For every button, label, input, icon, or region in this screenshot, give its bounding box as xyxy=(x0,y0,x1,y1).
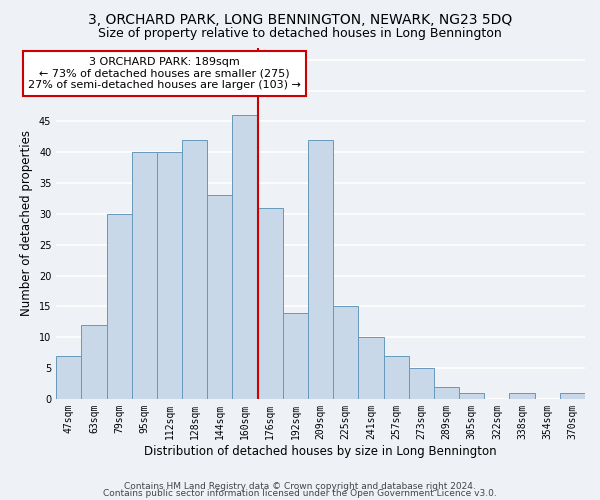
Bar xyxy=(257,208,283,399)
Bar xyxy=(283,312,308,399)
Bar xyxy=(208,196,232,399)
X-axis label: Distribution of detached houses by size in Long Bennington: Distribution of detached houses by size … xyxy=(144,444,497,458)
Bar xyxy=(459,392,484,399)
Bar xyxy=(560,392,585,399)
Bar xyxy=(56,356,82,399)
Bar xyxy=(182,140,208,399)
Bar xyxy=(333,306,358,399)
Bar xyxy=(358,337,383,399)
Bar xyxy=(434,386,459,399)
Bar xyxy=(509,392,535,399)
Text: Size of property relative to detached houses in Long Bennington: Size of property relative to detached ho… xyxy=(98,28,502,40)
Bar xyxy=(132,152,157,399)
Bar xyxy=(308,140,333,399)
Bar xyxy=(107,214,132,399)
Bar xyxy=(383,356,409,399)
Text: Contains HM Land Registry data © Crown copyright and database right 2024.: Contains HM Land Registry data © Crown c… xyxy=(124,482,476,491)
Bar xyxy=(232,116,257,399)
Text: Contains public sector information licensed under the Open Government Licence v3: Contains public sector information licen… xyxy=(103,490,497,498)
Bar xyxy=(157,152,182,399)
Bar xyxy=(409,368,434,399)
Bar xyxy=(82,325,107,399)
Text: 3, ORCHARD PARK, LONG BENNINGTON, NEWARK, NG23 5DQ: 3, ORCHARD PARK, LONG BENNINGTON, NEWARK… xyxy=(88,12,512,26)
Text: 3 ORCHARD PARK: 189sqm
← 73% of detached houses are smaller (275)
27% of semi-de: 3 ORCHARD PARK: 189sqm ← 73% of detached… xyxy=(28,56,301,90)
Y-axis label: Number of detached properties: Number of detached properties xyxy=(20,130,34,316)
